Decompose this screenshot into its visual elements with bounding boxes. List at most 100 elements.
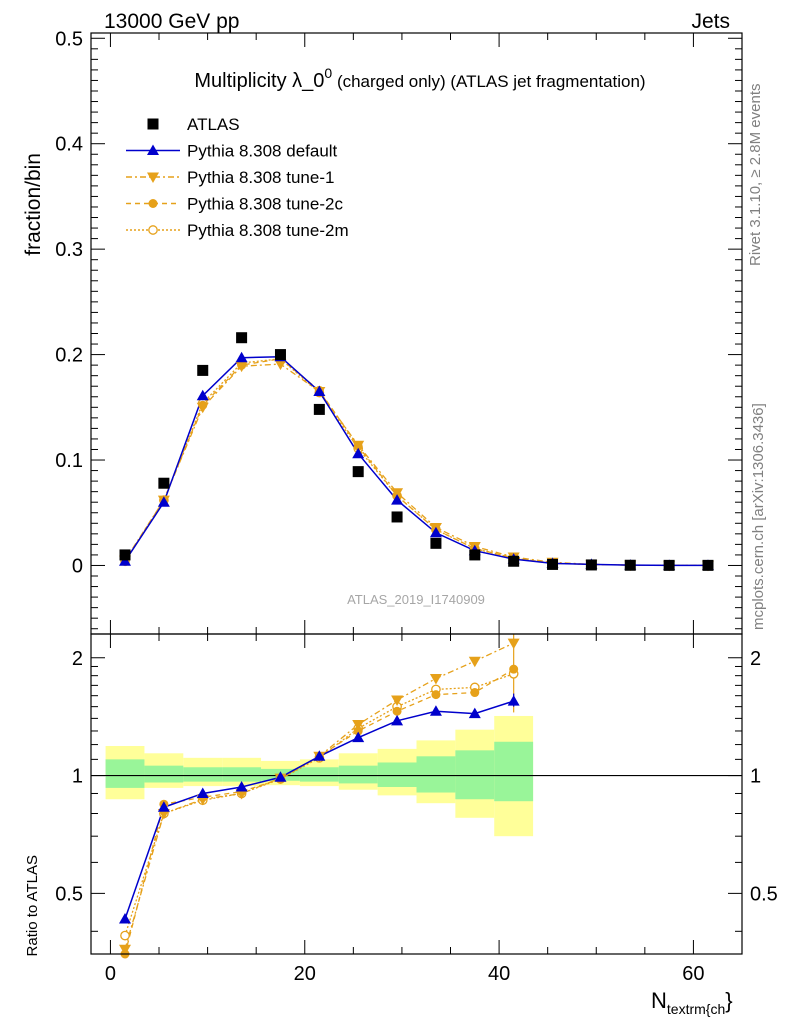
- main-point-data: [624, 559, 636, 571]
- ratio-frame: [90, 633, 743, 955]
- ratio-point-tune1: [352, 720, 365, 731]
- ratio-point-tune2c: [509, 664, 519, 674]
- main-point-tune1: [196, 402, 209, 414]
- main-ylabel: fraction/bin: [22, 153, 45, 256]
- main-y-tick-label: 0.3: [55, 239, 83, 261]
- main-point-data: [352, 466, 364, 478]
- ratio-y-tick-label-right: 2: [750, 648, 761, 670]
- main-y-tick-label: 0: [72, 555, 83, 577]
- analysis-watermark: ATLAS_2019_I1740909: [347, 592, 485, 607]
- band-inner-bin: [416, 756, 456, 793]
- band-inner-bin: [105, 759, 145, 788]
- main-point-default: [157, 496, 170, 507]
- main-point-data: [585, 559, 597, 571]
- ratio-ylabel: Ratio to ATLAS: [24, 855, 41, 956]
- main-point-default: [352, 447, 365, 459]
- ratio-point-tune2c: [353, 726, 363, 736]
- main-point-data: [702, 559, 714, 571]
- legend-marker-tune2c: [148, 199, 158, 208]
- band-inner-bin: [222, 767, 262, 782]
- main-point-data: [313, 403, 325, 415]
- main-point-data: [469, 549, 481, 561]
- ratio-point-default: [119, 913, 132, 924]
- axis-labels: Multiplicity λ_00 (charged only) (ATLAS …: [22, 65, 767, 1017]
- legend-marker-default: [147, 144, 159, 155]
- legend-marker-tune2m: [148, 225, 158, 235]
- legend-label-default: Pythia 8.308 default: [187, 142, 338, 161]
- band-inner-bin: [183, 767, 223, 782]
- energy-label: 13000 GeV pp: [104, 10, 240, 33]
- x-tick-label: 20: [294, 963, 316, 985]
- ratio-point-default: [313, 750, 326, 761]
- ratio-point-default: [157, 801, 170, 812]
- main-point-data: [663, 559, 675, 571]
- main-point-data: [158, 477, 170, 489]
- x-tick-label: 60: [682, 963, 704, 985]
- ratio-point-default: [196, 787, 209, 798]
- ratio-y-tick-label-right: 0.5: [750, 883, 778, 905]
- uncertainty-bands: [91, 715, 742, 837]
- main-y-tick-label: 0.5: [55, 28, 83, 50]
- main-point-default: [391, 494, 404, 505]
- ratio-point-tune1: [235, 788, 248, 800]
- legend-label-tune2c: Pythia 8.308 tune-2c: [187, 195, 343, 214]
- ratio-point-tune2c: [431, 690, 441, 700]
- main-point-default: [119, 555, 132, 566]
- main-point-data: [430, 537, 442, 549]
- main-point-default: [313, 385, 326, 396]
- ratio-y-tick-label-left: 2: [72, 648, 83, 670]
- ratio-point-default: [429, 705, 442, 716]
- ratio-point-tune2m: [120, 930, 130, 941]
- xlabel: Ntextrm{ch}: [651, 988, 733, 1017]
- main-point-tune1: [274, 359, 287, 371]
- main-point-data: [119, 549, 131, 561]
- ratio-point-default: [468, 707, 481, 719]
- main-y-tick-label: 0.1: [55, 450, 83, 472]
- main-line-tune2m: [124, 358, 708, 567]
- legend: ATLAS Pythia 8.308 default Pythia 8.308 tu…: [126, 115, 349, 240]
- x-tick-label: 0: [105, 963, 116, 985]
- legend-label-tune2m: Pythia 8.308 tune-2m: [187, 221, 349, 240]
- axes: 0 20 40 60 0 0.1 0.2 0.3 0.4 0.5 0.5 0.5 1 1 2 2: [55, 28, 778, 985]
- main-title: Multiplicity λ_00 (charged only) (ATLAS …: [194, 65, 645, 92]
- mcplots-label: mcplots.cern.ch [arXiv:1306.3436]: [750, 403, 767, 630]
- main-point-default: [235, 351, 248, 363]
- main-point-data: [197, 364, 209, 376]
- ratio-y-tick-label-right: 1: [750, 766, 761, 788]
- main-line-tune2c: [124, 358, 708, 567]
- band-inner-bin: [299, 767, 339, 782]
- ratio-y-tick-label-left: 1: [72, 766, 83, 788]
- process-label: Jets: [691, 10, 730, 33]
- main-line-default: [124, 355, 708, 567]
- main-y-tick-label: 0.4: [55, 134, 83, 156]
- ratio-point-default: [274, 771, 287, 782]
- ratio-point-default: [235, 780, 248, 792]
- band-inner-bin: [338, 765, 378, 784]
- ratio-point-tune1: [429, 674, 442, 685]
- main-point-tune1: [391, 488, 404, 499]
- legend-label-tune1: Pythia 8.308 tune-1: [187, 168, 334, 187]
- ratio-point-default: [507, 695, 520, 706]
- rivet-label: Rivet 3.1.10, ≥ 2.8M events: [747, 84, 764, 267]
- band-inner-bin: [455, 750, 495, 800]
- main-point-default: [429, 526, 442, 538]
- band-inner-bin: [494, 741, 534, 802]
- main-point-data: [508, 555, 520, 567]
- ratio-point-tune2c: [470, 688, 480, 698]
- legend-marker-data: [147, 118, 159, 130]
- main-point-default: [196, 389, 209, 401]
- main-point-data: [236, 332, 248, 344]
- main-point-data: [391, 511, 403, 523]
- ratio-point-default: [352, 731, 365, 743]
- band-inner-bin: [377, 762, 417, 787]
- main-point-tune1: [352, 440, 365, 452]
- legend-marker-tune1: [147, 172, 159, 183]
- ratio-point-tune2c: [392, 706, 402, 716]
- ratio-point-tune1: [119, 944, 132, 956]
- series-markers: [119, 332, 714, 959]
- main-point-data: [547, 558, 559, 570]
- ratio-y-tick-label-left: 0.5: [55, 883, 83, 905]
- band-inner-bin: [144, 765, 184, 783]
- ratio-point-tune1: [391, 695, 404, 706]
